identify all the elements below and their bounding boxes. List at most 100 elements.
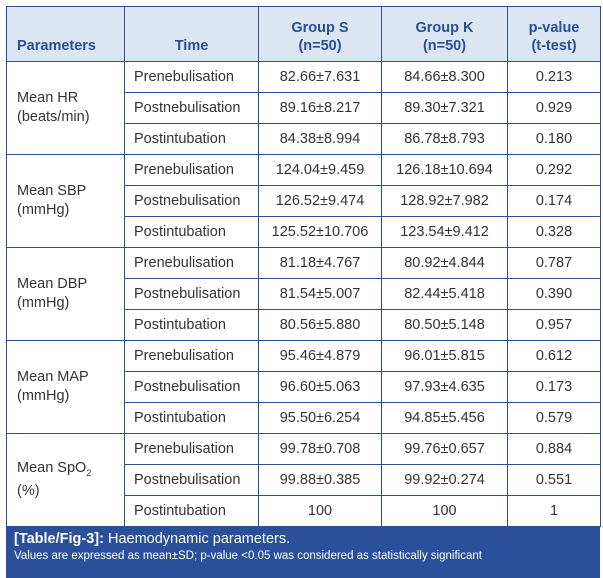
table-row: Postintubation 125.52±10.706 123.54±9.412 0… (7, 216, 601, 248)
group-k-cell: 94.85±5.456 (381, 402, 508, 434)
p-value-cell: 1 (507, 495, 601, 527)
table-figure: Parameters Time Group S (n=50) Group K (n=… (6, 6, 601, 578)
header-group-k-name: Group K (415, 20, 474, 36)
group-k-cell: 89.30±7.321 (381, 92, 508, 124)
p-value-cell: 0.884 (507, 433, 601, 465)
group-s-cell: 125.52±10.706 (258, 216, 382, 248)
p-value-cell: 0.173 (507, 371, 601, 403)
group-k-cell: 86.78±8.793 (381, 123, 508, 155)
table-body: Mean HR (beats/min) Prenebulisation 82.66±7… (6, 61, 601, 527)
group-s-cell: 95.46±4.879 (258, 340, 382, 372)
group-s-cell: 99.88±0.385 (258, 464, 382, 496)
group-k-cell: 126.18±10.694 (381, 154, 508, 186)
group-s-cell: 100 (258, 495, 382, 527)
group-k-cell: 128.92±7.982 (381, 185, 508, 217)
p-value-cell: 0.579 (507, 402, 601, 434)
group-k-cell: 96.01±5.815 (381, 340, 508, 372)
group-s-cell: 99.78±0.708 (258, 433, 382, 465)
group-s-cell: 82.66±7.631 (258, 61, 382, 93)
p-value-cell: 0.957 (507, 309, 601, 341)
p-value-cell: 0.390 (507, 278, 601, 310)
group-s-cell: 95.50±6.254 (258, 402, 382, 434)
group-s-cell: 124.04±9.459 (258, 154, 382, 186)
group-s-cell: 96.60±5.063 (258, 371, 382, 403)
table-row: Mean HR (beats/min) Prenebulisation 82.66±7… (6, 61, 601, 155)
parameter-cell: Mean HR (beats/min) (6, 61, 125, 155)
header-group-k-n: (n=50) (422, 38, 467, 54)
group-k-cell: 80.92±4.844 (381, 247, 508, 279)
time-cell: Prenebulisation (124, 154, 259, 186)
time-cell: Postnebulisation (124, 185, 259, 217)
group-k-cell: 80.50±5.148 (381, 309, 508, 341)
group-s-cell: 81.18±4.767 (258, 247, 382, 279)
time-cell: Postintubation (124, 123, 259, 155)
group-s-cell: 89.16±8.217 (258, 92, 382, 124)
caption: [Table/Fig-3]: Haemodynamic parameters. … (6, 527, 600, 578)
parameter-unit: (%) (17, 483, 40, 500)
table-row: Postintubation 80.56±5.880 80.50±5.148 0.95… (7, 309, 601, 341)
table-row: Mean SBP (mmHg) Prenebulisation 124.04±9.45… (6, 154, 601, 248)
group-k-cell: 82.44±5.418 (381, 278, 508, 310)
time-cell: Postnebulisation (124, 92, 259, 124)
parameter-name: Mean SpO (17, 459, 87, 476)
time-cell: Prenebulisation (124, 340, 259, 372)
p-value-cell: 0.328 (507, 216, 601, 248)
p-value-cell: 0.612 (507, 340, 601, 372)
group-k-cell: 123.54±9.412 (381, 216, 508, 248)
time-cell: Postnebulisation (124, 278, 259, 310)
parameter-unit: (mmHg) (17, 295, 70, 311)
parameter-unit: (mmHg) (17, 202, 70, 218)
parameter-cell: Mean SBP (mmHg) (6, 154, 125, 248)
time-cell: Prenebulisation (124, 247, 259, 279)
group-k-cell: 97.93±4.635 (381, 371, 508, 403)
header-group-s-n: (n=50) (298, 38, 342, 54)
parameter-name: Mean SBP (17, 183, 87, 199)
p-value-cell: 0.180 (507, 123, 601, 155)
table-row: Mean MAP (mmHg) Prenebulisation 95.46±4.879… (6, 340, 601, 434)
parameter-cell: Mean MAP (mmHg) (6, 340, 125, 434)
parameter-cell: Mean DBP (mmHg) (6, 247, 125, 341)
caption-note: Values are expressed as mean±SD; p-value… (14, 550, 482, 562)
header-parameters: Parameters (6, 6, 125, 62)
table-row: Mean SpO2 (%) Prenebulisation 99.78±0.708 99… (6, 433, 601, 527)
time-cell: Prenebulisation (124, 61, 259, 93)
time-cell: Postnebulisation (124, 371, 259, 403)
p-value-cell: 0.929 (507, 92, 601, 124)
header-time: Time (124, 6, 259, 62)
p-value-cell: 0.292 (507, 154, 601, 186)
header-test: (t-test) (531, 38, 577, 54)
time-cell: Postintubation (124, 402, 259, 434)
header-p-value: p-value (t-test) (507, 6, 601, 62)
p-value-cell: 0.174 (507, 185, 601, 217)
group-k-cell: 100 (381, 495, 508, 527)
table-row: Mean DBP (mmHg) Prenebulisation 81.18±4.767… (6, 247, 601, 341)
header-group-s: Group S (n=50) (258, 6, 382, 62)
table-row: Postnebulisation 126.52±9.474 128.92±7.982… (7, 185, 601, 217)
group-k-cell: 99.76±0.657 (381, 433, 508, 465)
time-cell: Prenebulisation (124, 433, 259, 465)
table-row: Postnebulisation 81.54±5.007 82.44±5.418 0.… (7, 278, 601, 310)
header-p-value-label: p-value (528, 20, 580, 36)
p-value-cell: 0.787 (507, 247, 601, 279)
group-s-cell: 84.38±8.994 (258, 123, 382, 155)
time-cell: Postintubation (124, 309, 259, 341)
p-value-cell: 0.213 (507, 61, 601, 93)
parameter-unit: (mmHg) (17, 388, 70, 404)
group-s-cell: 80.56±5.880 (258, 309, 382, 341)
table-row: Postintubation 100 100 1 (7, 495, 601, 527)
group-s-cell: 81.54±5.007 (258, 278, 382, 310)
parameter-name: Mean DBP (17, 276, 88, 292)
parameter-name: Mean HR (17, 90, 79, 106)
group-s-cell: 126.52±9.474 (258, 185, 382, 217)
haemodynamic-table: Parameters Time Group S (n=50) Group K (n=… (6, 6, 601, 527)
parameter-name: Mean MAP (17, 369, 89, 385)
caption-title: [Table/Fig-3]: Haemodynamic parameters. (14, 531, 592, 547)
group-k-cell: 99.92±0.274 (381, 464, 508, 496)
caption-label: [Table/Fig-3]: (14, 531, 104, 547)
header-group-s-name: Group S (291, 20, 349, 36)
time-cell: Postnebulisation (124, 464, 259, 496)
table-row: Postnebulisation 89.16±8.217 89.30±7.321 0.… (7, 92, 601, 124)
header-group-k: Group K (n=50) (381, 6, 508, 62)
p-value-cell: 0.551 (507, 464, 601, 496)
caption-text: Haemodynamic parameters. (107, 531, 291, 547)
